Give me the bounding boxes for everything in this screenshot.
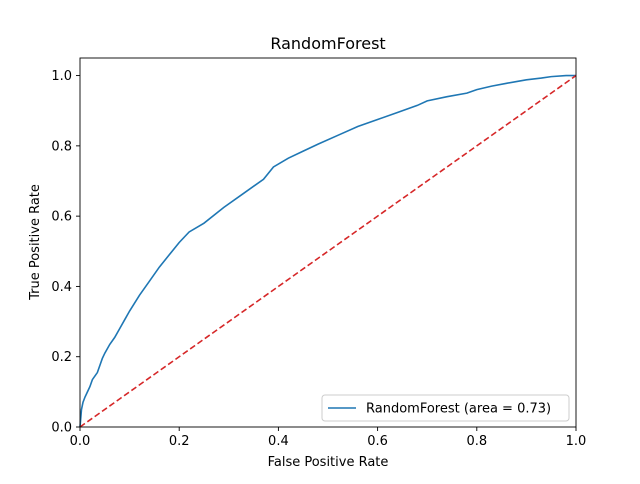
axes-frame	[79, 57, 577, 428]
x-tick-label: 0.0	[70, 434, 91, 449]
y-tick-label: 0.2	[51, 350, 72, 365]
x-tick-label: 1.0	[566, 434, 587, 449]
plot-area	[79, 57, 577, 428]
x-tick-label: 0.6	[367, 434, 388, 449]
x-axis-label: False Positive Rate	[268, 455, 389, 470]
y-tick-label: 0.6	[51, 210, 72, 225]
chance-diagonal-line	[79, 74, 577, 428]
roc-curve-line	[79, 74, 576, 428]
x-tick-label: 0.4	[268, 434, 289, 449]
y-axis-ticks: 0.0 0.2 0.4 0.6 0.8 1.0	[51, 69, 80, 436]
legend-label: RandomForest (area = 0.73)	[366, 402, 551, 417]
y-tick-label: 0.8	[51, 139, 72, 154]
x-tick-label: 0.2	[169, 434, 190, 449]
y-tick-label: 0.0	[51, 421, 72, 436]
legend: RandomForest (area = 0.73)	[321, 394, 570, 422]
x-axis-ticks: 0.0 0.2 0.4 0.6 0.8 1.0	[70, 427, 587, 449]
legend-box	[321, 394, 570, 422]
y-axis-label: True Positive Rate	[28, 184, 43, 301]
x-tick-label: 0.8	[466, 434, 487, 449]
y-tick-label: 1.0	[51, 69, 72, 84]
y-tick-label: 0.4	[51, 280, 72, 295]
chart-title: RandomForest	[270, 34, 385, 53]
